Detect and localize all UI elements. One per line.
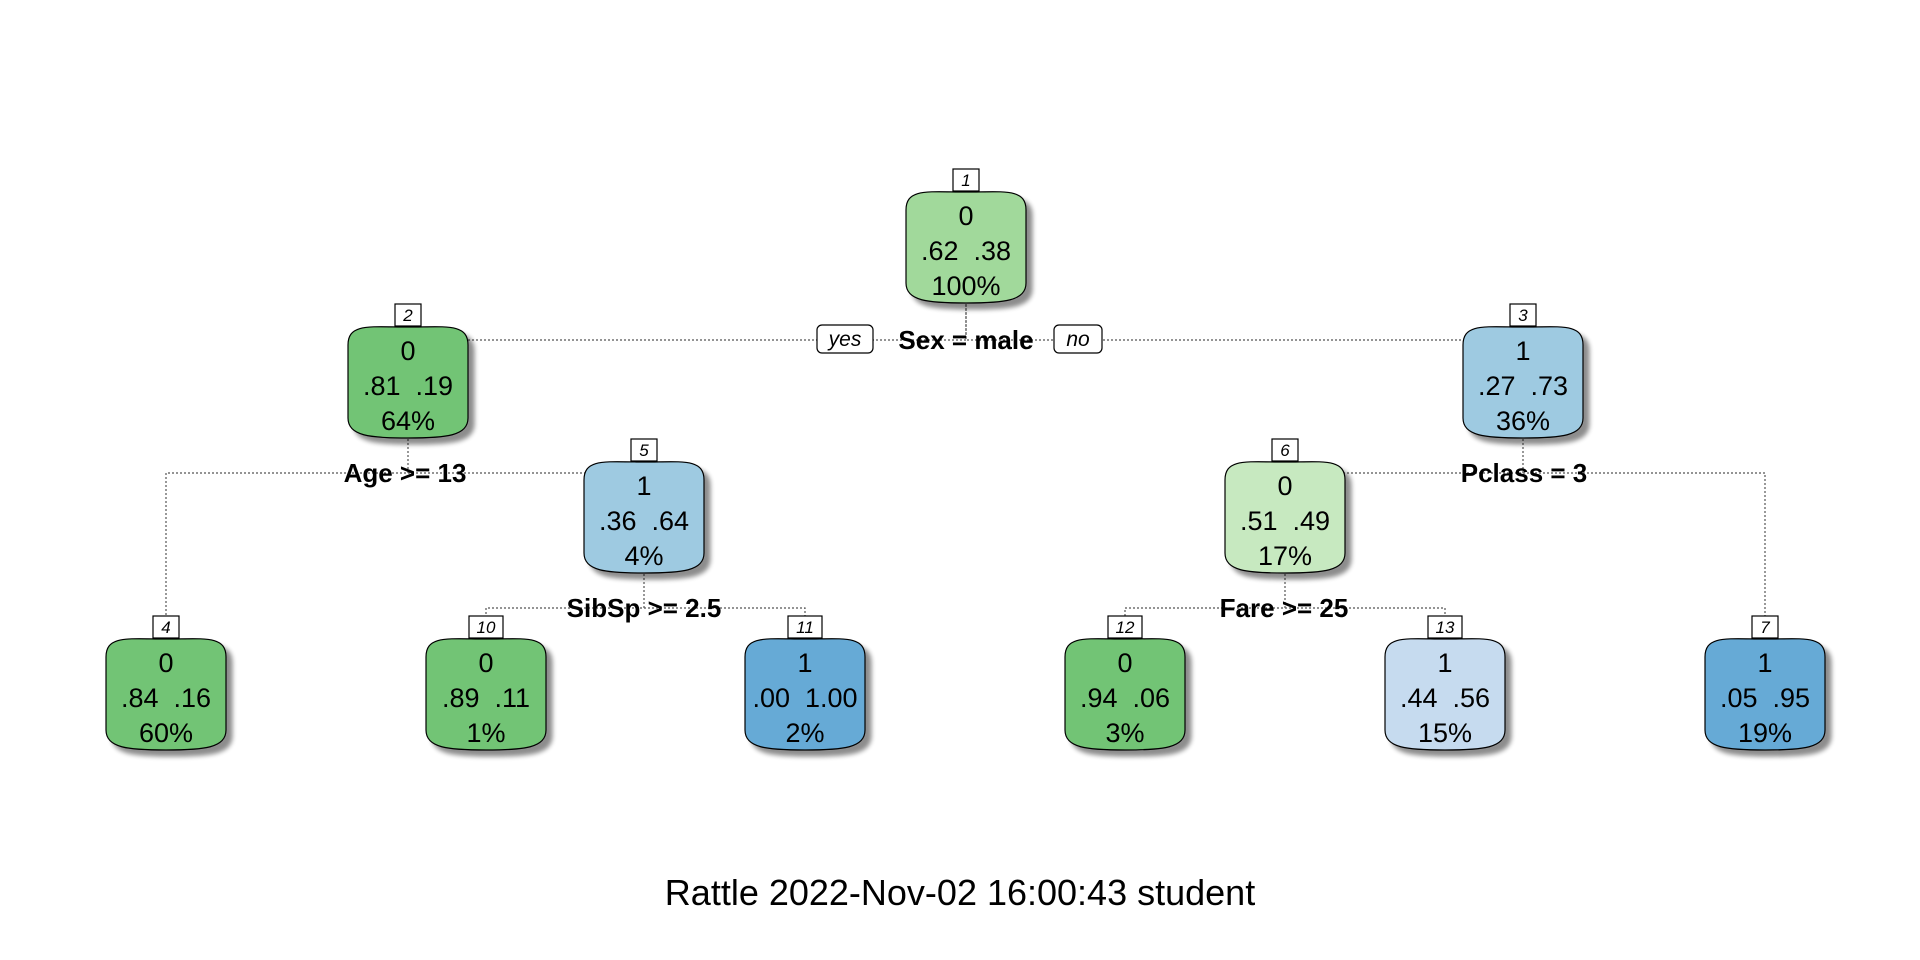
split-label-root: Sex = male (898, 325, 1033, 355)
node-probs: .81 .19 (363, 371, 453, 401)
caption: Rattle 2022-Nov-02 16:00:43 student (665, 872, 1255, 913)
node-percent: 64% (381, 406, 435, 436)
split-label-node3: Pclass = 3 (1461, 458, 1588, 488)
node-box (1384, 638, 1506, 751)
tree-node: 11 1 .00 1.00 2% (744, 615, 866, 751)
node-number: 3 (1518, 306, 1528, 325)
node-box (1064, 638, 1186, 751)
node-box (347, 326, 469, 439)
tree-node: 3 1 .27 .73 36% (1462, 303, 1584, 439)
edge-6-12 (1124, 570, 1286, 620)
node-probs: .84 .16 (121, 683, 211, 713)
tree-node: 2 0 .81 .19 64% (347, 303, 469, 439)
node-percent: 4% (624, 541, 663, 571)
node-class: 1 (636, 471, 651, 501)
node-percent: 1% (466, 718, 505, 748)
edge-3-7 (1523, 472, 1766, 620)
node-box (1704, 638, 1826, 751)
tree-node: 10 0 .89 .11 1% (425, 615, 547, 751)
node-percent: 60% (139, 718, 193, 748)
node-number: 11 (796, 618, 814, 637)
tree-nodes: 1 0 .62 .38 100% 2 0 .81 .19 64% 3 1 .27… (105, 168, 1826, 751)
node-number: 5 (639, 441, 649, 460)
node-box (1462, 326, 1584, 439)
node-box (425, 638, 547, 751)
node-probs: .00 1.00 (752, 683, 857, 713)
node-percent: 36% (1496, 406, 1550, 436)
node-probs: .36 .64 (599, 506, 689, 536)
branch-labels: yes no (816, 324, 1103, 354)
tree-node: 4 0 .84 .16 60% (105, 615, 227, 751)
edge-2-4 (165, 435, 409, 620)
node-probs: .62 .38 (921, 236, 1011, 266)
node-number: 1 (961, 171, 970, 190)
svg-text:no: no (1066, 328, 1090, 351)
node-box (905, 191, 1027, 304)
node-probs: .94 .06 (1080, 683, 1170, 713)
yes-branch-label: yes (816, 324, 874, 354)
edge-1-2 (408, 301, 967, 341)
node-number: 12 (1116, 618, 1135, 637)
node-number: 13 (1436, 618, 1455, 637)
node-probs: .27 .73 (1478, 371, 1568, 401)
node-class: 0 (1277, 471, 1292, 501)
node-percent: 2% (785, 718, 824, 748)
node-class: 0 (958, 201, 973, 231)
node-class: 1 (1757, 648, 1772, 678)
split-label-node6: Fare >= 25 (1220, 593, 1349, 623)
tree-node: 12 0 .94 .06 3% (1064, 615, 1186, 751)
node-class: 1 (1515, 336, 1530, 366)
node-box (105, 638, 227, 751)
node-class: 0 (400, 336, 415, 366)
split-labels: Sex = male Age >= 13 Pclass = 3 SibSp >=… (344, 325, 1588, 623)
node-probs: .05 .95 (1720, 683, 1810, 713)
node-box (744, 638, 866, 751)
node-percent: 100% (931, 271, 1000, 301)
node-box (1224, 461, 1346, 574)
svg-text:yes: yes (827, 328, 862, 351)
node-class: 1 (1437, 648, 1452, 678)
node-probs: .89 .11 (442, 683, 530, 713)
tree-node: 13 1 .44 .56 15% (1384, 615, 1506, 751)
node-probs: .44 .56 (1400, 683, 1490, 713)
no-branch-label: no (1053, 324, 1103, 354)
node-number: 6 (1280, 441, 1290, 460)
node-number: 10 (477, 618, 496, 637)
node-percent: 19% (1738, 718, 1792, 748)
node-class: 0 (478, 648, 493, 678)
edge-5-10 (485, 570, 645, 620)
node-class: 0 (1117, 648, 1132, 678)
split-label-node2: Age >= 13 (344, 458, 467, 488)
node-class: 0 (158, 648, 173, 678)
tree-node: 1 0 .62 .38 100% (905, 168, 1027, 304)
split-label-node5: SibSp >= 2.5 (567, 593, 722, 623)
node-number: 4 (161, 618, 170, 637)
tree-node: 5 1 .36 .64 4% (583, 438, 705, 574)
node-probs: .51 .49 (1240, 506, 1330, 536)
node-box (583, 461, 705, 574)
tree-node: 7 1 .05 .95 19% (1704, 615, 1826, 751)
tree-node: 6 0 .51 .49 17% (1224, 438, 1346, 574)
node-number: 7 (1760, 618, 1770, 637)
node-class: 1 (797, 648, 812, 678)
edge-1-3 (965, 301, 1524, 341)
node-percent: 15% (1418, 718, 1472, 748)
node-number: 2 (402, 306, 413, 325)
node-percent: 3% (1105, 718, 1144, 748)
node-percent: 17% (1258, 541, 1312, 571)
